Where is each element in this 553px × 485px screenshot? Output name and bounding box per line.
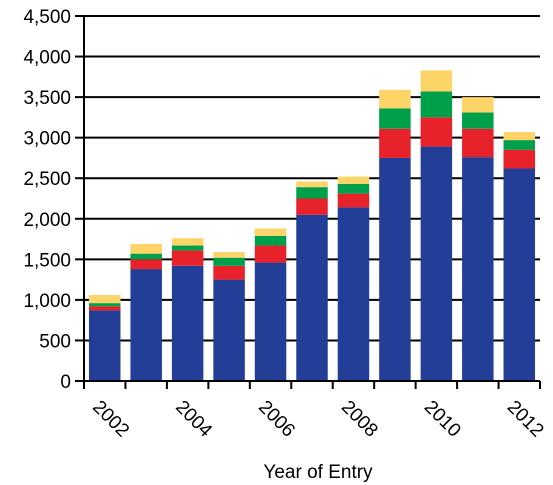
bar-segment	[503, 149, 536, 169]
bar-segment	[296, 187, 328, 199]
bar-segment	[420, 117, 453, 147]
bar-segment	[420, 91, 453, 118]
y-tick-label: 2,000	[23, 210, 71, 231]
bar-segment	[462, 157, 494, 381]
bars	[88, 70, 536, 381]
bar-segment	[213, 265, 245, 280]
x-tick-label: 2004	[171, 397, 216, 442]
x-axis-title: Year of Entry	[263, 462, 373, 483]
bar-segment	[420, 146, 453, 381]
bar-segment	[337, 207, 370, 381]
bar-segment	[420, 70, 453, 92]
bar-segment	[213, 279, 245, 381]
bar-segment	[88, 295, 121, 304]
x-tick-labels: 2002 2004 2006 2008 2010 2012	[88, 397, 547, 442]
bar-segment	[503, 131, 536, 141]
bar-segment	[503, 168, 536, 381]
bar-segment	[379, 89, 411, 109]
bar-segment	[462, 128, 494, 158]
bar-segment	[88, 303, 121, 307]
x-tick-label: 2006	[254, 397, 299, 442]
bar-segment	[171, 238, 204, 246]
bar-segment	[171, 265, 204, 381]
bar-segment	[503, 140, 536, 150]
bar-segment	[337, 193, 370, 208]
bar-segment	[337, 176, 370, 184]
y-tick-label: 1,500	[23, 250, 71, 271]
x-tick-label: 2008	[337, 397, 382, 442]
bar-segment	[254, 228, 287, 236]
y-tick-label: 4,500	[23, 7, 71, 28]
y-tick-label: 2,500	[23, 169, 71, 190]
y-tick-label: 4,000	[23, 48, 71, 69]
y-tick-label: 0	[60, 372, 71, 393]
bar-segment	[254, 235, 287, 246]
bar-segment	[130, 253, 162, 260]
bar-segment	[88, 310, 121, 381]
y-tick-labels: 0 500 1,000 1,500 2,000 2,500 3,000 3,500 4,000 4…	[23, 7, 71, 393]
y-tick-label: 3,500	[23, 88, 71, 109]
bar-segment	[213, 257, 245, 266]
x-tick-label: 2002	[88, 397, 133, 442]
axes	[75, 15, 541, 389]
bar-segment	[379, 128, 411, 158]
y-tick-label: 1,000	[23, 291, 71, 312]
x-tick-label: 2012	[503, 397, 548, 442]
bar-segment	[337, 183, 370, 194]
bar-segment	[171, 250, 204, 266]
y-tick-label: 3,000	[23, 129, 71, 150]
bar-segment	[88, 306, 121, 311]
bar-segment	[296, 198, 328, 215]
bar-segment	[379, 108, 411, 129]
bar-segment	[130, 269, 162, 381]
bar-segment	[254, 262, 287, 381]
bar-segment	[254, 245, 287, 263]
bar-segment	[130, 243, 162, 254]
bar-segment	[379, 157, 411, 381]
bar-segment	[462, 112, 494, 129]
bar-segment	[171, 245, 204, 251]
bar-segment	[462, 97, 494, 113]
bar-segment	[296, 181, 328, 188]
bar-segment	[130, 259, 162, 270]
bar-segment	[213, 252, 245, 258]
y-tick-label: 500	[39, 331, 71, 352]
bar-segment	[296, 214, 328, 381]
x-tick-label: 2010	[420, 397, 465, 442]
